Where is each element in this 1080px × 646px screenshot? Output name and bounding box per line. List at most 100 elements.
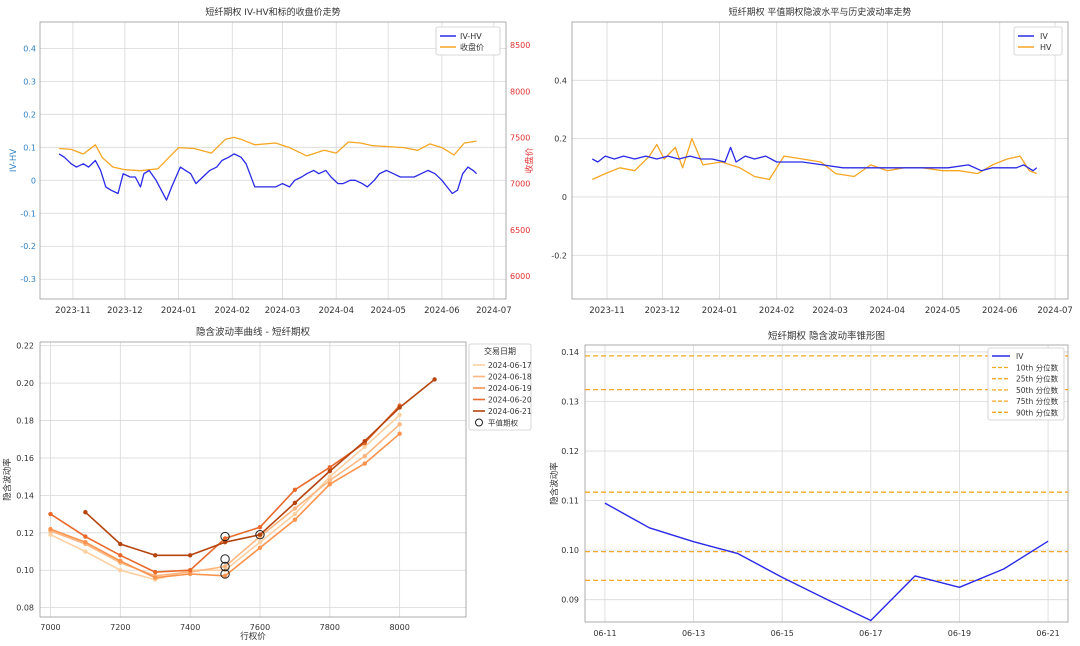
y-tick-label: 0.3 — [23, 77, 36, 86]
x-tick-label: 06-11 — [593, 629, 616, 638]
atm-marker — [220, 554, 230, 564]
chart-title: 短纤期权 平值期权隐波水平与历史波动率走势 — [729, 6, 912, 18]
smile-point — [83, 539, 88, 545]
smile-point — [48, 511, 53, 517]
y-tick-label: -0.1 — [20, 209, 36, 218]
series-line-iv — [591, 146, 1038, 172]
smile-point — [292, 500, 298, 506]
smile-point — [187, 553, 193, 558]
smile-point — [397, 405, 402, 410]
smile-line — [50, 405, 401, 573]
y-tick-label: 0.18 — [16, 417, 34, 426]
y-tick-label: 0.22 — [16, 342, 34, 351]
y-tick-label: 0.08 — [16, 604, 34, 613]
series-line-close-price — [59, 136, 477, 172]
y-tick-label: -0.2 — [551, 251, 567, 260]
x-tick-label: 2023-12 — [107, 306, 143, 316]
legend-label: 10th 分位数 — [1016, 363, 1059, 373]
x-tick-label: 7800 — [320, 623, 340, 632]
chart-title: 短纤期权 隐含波动率锥形图 — [768, 330, 885, 342]
legend-box — [987, 347, 1065, 421]
smile-point — [153, 553, 158, 558]
x-tick-label: 2024-05 — [925, 306, 961, 316]
legend-label: 收盘价 — [460, 42, 484, 52]
smile-point — [48, 532, 53, 537]
smile-point — [118, 541, 123, 547]
legend-label: 2024-06-17 — [488, 361, 532, 370]
x-tick-label: 2023-11 — [55, 306, 91, 316]
smile-point — [362, 438, 367, 444]
y-tick-label: 0.14 — [561, 348, 579, 357]
y-axis-label: 隐含波动率 — [549, 462, 560, 505]
smile-point — [397, 431, 402, 436]
y-tick-label: 0.09 — [561, 596, 579, 605]
y2-tick-label: 8000 — [510, 87, 530, 96]
smile-point — [327, 481, 333, 487]
y-tick-label: 0.11 — [561, 497, 579, 506]
x-tick-label: 2024-04 — [318, 306, 354, 316]
legend-label: 2024-06-18 — [488, 373, 532, 382]
x-tick-label: 2024-03 — [812, 306, 848, 316]
x-tick-label: 06-13 — [682, 629, 705, 638]
legend-label: 90th 分位数 — [1016, 407, 1059, 417]
x-tick-label: 2024-06 — [982, 306, 1018, 316]
series-line-hv — [592, 137, 1037, 181]
smile-point — [222, 573, 228, 579]
y2-tick-label: 6000 — [510, 272, 530, 281]
y-tick-label: 0.12 — [561, 447, 579, 456]
smile-point — [397, 412, 402, 418]
x-axis-label: 行权价 — [240, 631, 266, 642]
smile-point — [257, 532, 263, 537]
smile-point — [187, 571, 193, 577]
plot-frame — [571, 21, 1069, 300]
legend-label: IV — [1016, 352, 1024, 361]
smile-point — [327, 478, 333, 483]
x-tick-label: 7400 — [180, 623, 200, 632]
x-tick-label: 2024-01 — [702, 306, 738, 316]
x-tick-label: 06-19 — [948, 629, 971, 638]
smile-point — [187, 568, 193, 573]
atm-marker — [220, 561, 230, 572]
y-tick-label: 0.20 — [16, 379, 34, 388]
smile-point — [362, 444, 367, 449]
y-tick-label: 0.10 — [16, 566, 34, 575]
x-tick-label: 2024-07 — [1037, 306, 1073, 316]
smile-point — [118, 553, 123, 558]
legend-box — [435, 26, 501, 56]
x-tick-label: 2024-06 — [424, 306, 460, 316]
chart-1-ivhv-close: 2023-11 2023-12 2024-01 2024-02 2024-03 2024-… — [9, 6, 535, 316]
x-tick-label: 7600 — [250, 623, 270, 632]
smile-point — [397, 422, 402, 427]
smile-point — [118, 568, 123, 573]
legend-box — [1013, 26, 1063, 56]
atm-marker — [220, 569, 230, 579]
y2-tick-label: 7000 — [510, 180, 530, 189]
y-axis-label: 隐含波动率 — [2, 458, 13, 501]
smile-point — [83, 510, 88, 515]
x-tick-label: 8000 — [389, 623, 409, 632]
smile-point — [362, 453, 367, 459]
smile-point — [222, 536, 228, 541]
smile-point — [222, 564, 228, 569]
y-tick-label: 0.12 — [16, 529, 34, 538]
smile-point — [432, 377, 437, 382]
x-tick-label: 06-21 — [1036, 629, 1059, 638]
chart-3-vol-smile: 7000 7200 7400 7600 7800 8000 0.08 0.10 0.12 0.14… — [2, 326, 532, 642]
x-tick-label: 2023-11 — [589, 306, 625, 316]
smile-point — [153, 575, 158, 580]
x-tick-label: 2024-02 — [759, 306, 795, 316]
y-tick-label: -0.2 — [20, 242, 36, 251]
y-tick-label: 0.4 — [554, 76, 567, 85]
y-tick-label: -0.3 — [20, 275, 36, 284]
smile-point — [118, 558, 123, 564]
y2-tick-label: 6500 — [510, 226, 530, 235]
smile-point — [292, 511, 298, 517]
y-tick-label: 0.2 — [23, 110, 36, 119]
chart-title: 隐含波动率曲线 - 短纤期权 — [196, 326, 310, 338]
smile-point — [362, 461, 367, 466]
legend-label: HV — [1040, 43, 1052, 52]
legend-label: IV — [1040, 32, 1048, 41]
atm-marker — [220, 531, 230, 542]
x-tick-label: 06-15 — [771, 629, 794, 638]
